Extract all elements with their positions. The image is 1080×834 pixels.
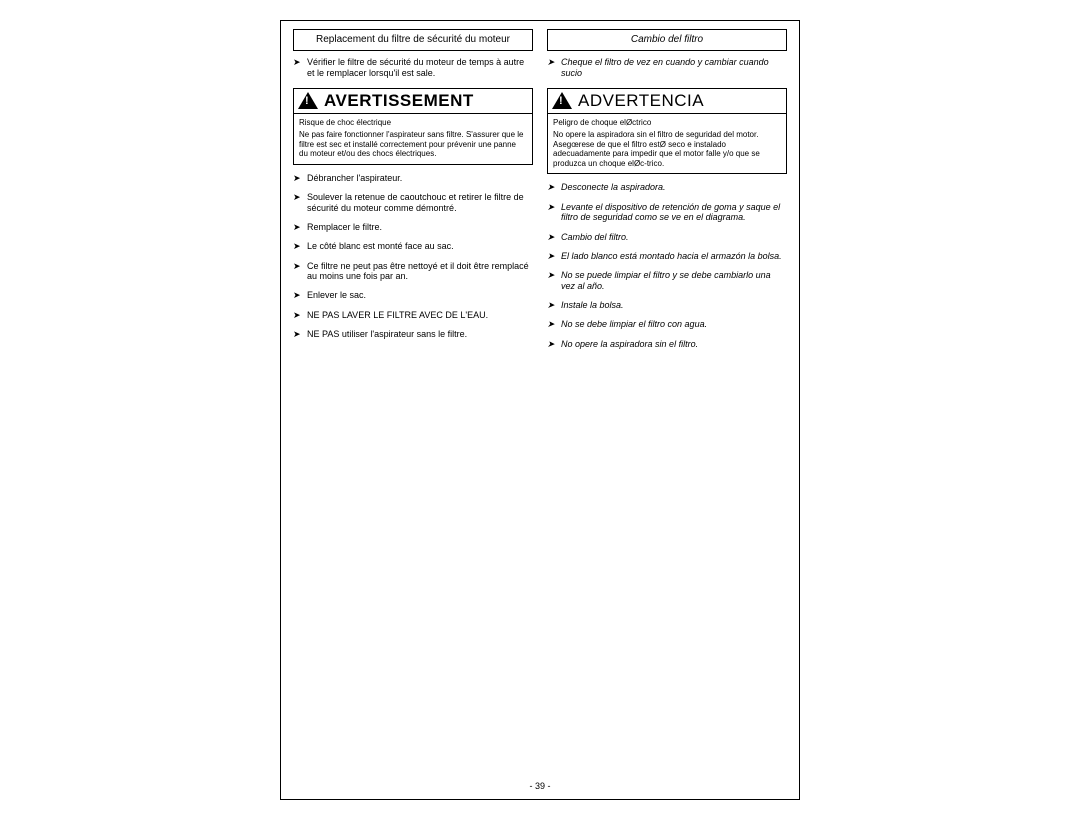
- step-text: No se debe limpiar el filtro con agua.: [561, 319, 787, 329]
- bullet-arrow-icon: ➤: [547, 270, 561, 291]
- bullet-arrow-icon: ➤: [547, 319, 561, 329]
- list-item: ➤Ce filtre ne peut pas être nettoyé et i…: [293, 261, 533, 282]
- warning-box-es: ADVERTENCIA Peligro de choque elØctrico …: [547, 88, 787, 175]
- bullet-arrow-icon: ➤: [293, 222, 307, 232]
- bullet-arrow-icon: ➤: [293, 310, 307, 320]
- bullet-arrow-icon: ➤: [293, 261, 307, 282]
- step-text: Ce filtre ne peut pas être nettoyé et il…: [307, 261, 533, 282]
- list-item: ➤NE PAS utiliser l'aspirateur sans le fi…: [293, 329, 533, 339]
- manual-page: Replacement du filtre de sécurité du mot…: [280, 20, 800, 800]
- intro-fr: ➤ Vérifier le filtre de sécurité du mote…: [293, 57, 533, 80]
- warning-body-fr: Risque de choc électrique Ne pas faire f…: [294, 114, 532, 164]
- bullet-arrow-icon: ➤: [293, 173, 307, 183]
- list-item: ➤Instale la bolsa.: [547, 300, 787, 310]
- intro-text-fr: Vérifier le filtre de sécurité du moteur…: [307, 57, 533, 80]
- column-french: Replacement du filtre de sécurité du mot…: [293, 29, 533, 358]
- step-text: Instale la bolsa.: [561, 300, 787, 310]
- list-item: ➤Cambio del filtro.: [547, 232, 787, 242]
- bullet-arrow-icon: ➤: [547, 182, 561, 192]
- bullet-arrow-icon: ➤: [547, 202, 561, 223]
- bullet-arrow-icon: ➤: [293, 329, 307, 339]
- list-item: ➤Enlever le sac.: [293, 290, 533, 300]
- step-text: No se puede limpiar el filtro y se debe …: [561, 270, 787, 291]
- column-spanish: Cambio del filtro ➤ Cheque el filtro de …: [547, 29, 787, 358]
- warning-label-es: ADVERTENCIA: [578, 91, 704, 111]
- list-item: ➤Soulever la retenue de caoutchouc et re…: [293, 192, 533, 213]
- bullet-arrow-icon: ➤: [293, 192, 307, 213]
- two-columns: Replacement du filtre de sécurité du mot…: [293, 29, 787, 358]
- step-text: NE PAS LAVER LE FILTRE AVEC DE L'EAU.: [307, 310, 533, 320]
- warning-text-es: No opere la aspiradora sin el filtro de …: [553, 130, 781, 168]
- warning-header-fr: AVERTISSEMENT: [294, 89, 532, 114]
- step-text: No opere la aspiradora sin el filtro.: [561, 339, 787, 349]
- page-number: - 39 -: [281, 781, 799, 791]
- warning-label-fr: AVERTISSEMENT: [324, 91, 474, 111]
- bullet-arrow-icon: ➤: [547, 300, 561, 310]
- intro-es: ➤ Cheque el filtro de vez en cuando y ca…: [547, 57, 787, 80]
- list-item: ➤NE PAS LAVER LE FILTRE AVEC DE L'EAU.: [293, 310, 533, 320]
- warning-text-fr: Ne pas faire fonctionner l'aspirateur sa…: [299, 130, 527, 159]
- step-text: NE PAS utiliser l'aspirateur sans le fil…: [307, 329, 533, 339]
- step-text: Soulever la retenue de caoutchouc et ret…: [307, 192, 533, 213]
- list-item: ➤Le côté blanc est monté face au sac.: [293, 241, 533, 251]
- bullet-arrow-icon: ➤: [547, 57, 561, 80]
- warning-lead-es: Peligro de choque elØctrico: [553, 118, 781, 128]
- warning-body-es: Peligro de choque elØctrico No opere la …: [548, 114, 786, 174]
- warning-header-es: ADVERTENCIA: [548, 89, 786, 114]
- list-item: ➤No opere la aspiradora sin el filtro.: [547, 339, 787, 349]
- step-text: Desconecte la aspiradora.: [561, 182, 787, 192]
- step-text: Enlever le sac.: [307, 290, 533, 300]
- bullet-arrow-icon: ➤: [547, 232, 561, 242]
- bullet-arrow-icon: ➤: [547, 339, 561, 349]
- step-text: El lado blanco está montado hacia el arm…: [561, 251, 787, 261]
- warning-box-fr: AVERTISSEMENT Risque de choc électrique …: [293, 88, 533, 165]
- warning-lead-fr: Risque de choc électrique: [299, 118, 527, 128]
- warning-triangle-icon: [298, 92, 318, 109]
- warning-triangle-icon: [552, 92, 572, 109]
- list-item: ➤No se puede limpiar el filtro y se debe…: [547, 270, 787, 291]
- list-item: ➤Desconecte la aspiradora.: [547, 182, 787, 192]
- list-item: ➤Débrancher l'aspirateur.: [293, 173, 533, 183]
- steps-list-fr: ➤Débrancher l'aspirateur. ➤Soulever la r…: [293, 173, 533, 339]
- intro-text-es: Cheque el filtro de vez en cuando y camb…: [561, 57, 787, 80]
- bullet-arrow-icon: ➤: [293, 290, 307, 300]
- steps-list-es: ➤Desconecte la aspiradora. ➤Levante el d…: [547, 182, 787, 348]
- list-item: ➤No se debe limpiar el filtro con agua.: [547, 319, 787, 329]
- list-item: ➤Remplacer le filtre.: [293, 222, 533, 232]
- list-item: ➤Levante el dispositivo de retención de …: [547, 202, 787, 223]
- step-text: Remplacer le filtre.: [307, 222, 533, 232]
- bullet-arrow-icon: ➤: [293, 241, 307, 251]
- bullet-arrow-icon: ➤: [293, 57, 307, 80]
- bullet-arrow-icon: ➤: [547, 251, 561, 261]
- step-text: Cambio del filtro.: [561, 232, 787, 242]
- step-text: Débrancher l'aspirateur.: [307, 173, 533, 183]
- list-item: ➤El lado blanco está montado hacia el ar…: [547, 251, 787, 261]
- step-text: Levante el dispositivo de retención de g…: [561, 202, 787, 223]
- section-title-es: Cambio del filtro: [547, 29, 787, 51]
- section-title-fr: Replacement du filtre de sécurité du mot…: [293, 29, 533, 51]
- step-text: Le côté blanc est monté face au sac.: [307, 241, 533, 251]
